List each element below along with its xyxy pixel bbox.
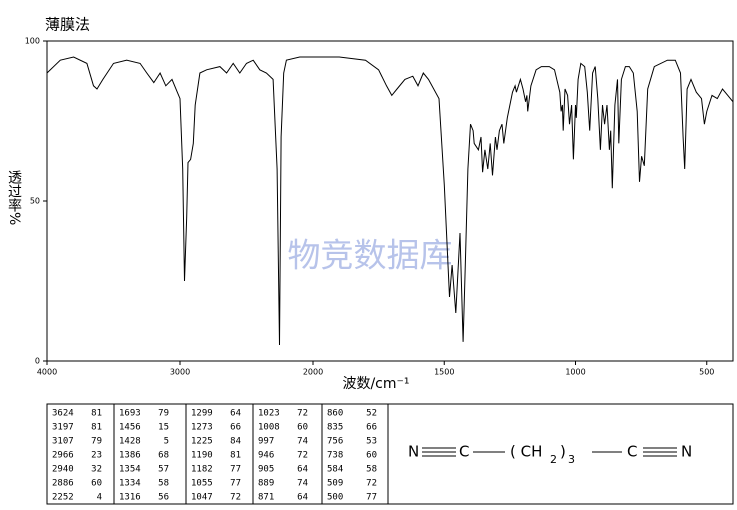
peak-transmittance: 64 [297,465,308,475]
x-tick-label: 4000 [37,368,57,377]
peak-transmittance: 64 [230,409,241,419]
peak-wavenumber: 946 [258,451,274,461]
atom: N [408,443,419,461]
peak-wavenumber: 2966 [52,451,74,461]
peak-wavenumber: 1047 [191,493,213,503]
peak-wavenumber: 1225 [191,437,213,447]
y-tick-label: 0 [35,357,40,366]
peak-transmittance: 72 [230,493,241,503]
peak-transmittance: 74 [297,437,308,447]
y-tick-label: 100 [25,37,40,46]
peak-wavenumber: 835 [327,423,343,433]
peak-wavenumber: 997 [258,437,274,447]
peak-transmittance: 56 [158,493,169,503]
peak-wavenumber: 3107 [52,437,74,447]
peak-transmittance: 74 [297,479,308,489]
peak-transmittance: 66 [366,423,377,433]
peak-wavenumber: 1316 [119,493,141,503]
peak-wavenumber: 1008 [258,423,280,433]
peak-wavenumber: 2940 [52,465,74,475]
peak-transmittance: 23 [91,451,102,461]
peak-transmittance: 64 [297,493,308,503]
x-tick-label: 1500 [434,368,454,377]
atom: C [459,443,469,461]
peak-wavenumber: 584 [327,465,343,475]
peak-transmittance: 32 [91,465,102,475]
peak-transmittance: 53 [366,437,377,447]
x-tick-label: 1000 [565,368,585,377]
peak-transmittance: 72 [366,479,377,489]
peak-transmittance: 58 [158,479,169,489]
peak-wavenumber: 1354 [119,465,141,475]
subscript: 2 [550,453,557,466]
chart-title: 薄膜法 [45,16,90,34]
peak-wavenumber: 509 [327,479,343,489]
watermark: 物竞数据库 [288,236,453,275]
peak-transmittance: 66 [230,423,241,433]
peak-transmittance: 60 [297,423,308,433]
peak-transmittance: 84 [230,437,241,447]
peak-wavenumber: 860 [327,409,343,419]
peak-wavenumber: 1334 [119,479,141,489]
y-axis-label: 透过率% [6,170,22,225]
peak-wavenumber: 500 [327,493,343,503]
x-tick-label: 500 [699,368,714,377]
peak-wavenumber: 3197 [52,423,74,433]
peak-wavenumber: 871 [258,493,274,503]
peak-wavenumber: 738 [327,451,343,461]
atom: N [681,443,692,461]
peak-transmittance: 79 [91,437,102,447]
peak-transmittance: 79 [158,409,169,419]
triple-bond [422,447,456,457]
plot-frame [46,40,734,362]
peak-transmittance: 60 [91,479,102,489]
peak-transmittance: 5 [164,437,169,447]
spectrum-line [46,56,734,346]
x-tick-label: 2000 [303,368,323,377]
peak-wavenumber: 1456 [119,423,141,433]
group: ) [560,443,566,461]
atom: C [627,443,637,461]
subscript: 3 [568,453,575,466]
peak-wavenumber: 1299 [191,409,213,419]
peak-wavenumber: 1055 [191,479,213,489]
peak-wavenumber: 1386 [119,451,141,461]
peak-wavenumber: 1190 [191,451,213,461]
peak-transmittance: 52 [366,409,377,419]
peak-transmittance: 60 [366,451,377,461]
peak-wavenumber: 1693 [119,409,141,419]
peak-transmittance: 68 [158,451,169,461]
peak-wavenumber: 905 [258,465,274,475]
peak-wavenumber: 1023 [258,409,280,419]
peak-transmittance: 77 [230,465,241,475]
peak-wavenumber: 2252 [52,493,74,503]
peak-transmittance: 77 [366,493,377,503]
peak-wavenumber: 1182 [191,465,213,475]
table-frame [46,403,734,505]
triple-bond [643,447,677,457]
peak-wavenumber: 889 [258,479,274,489]
x-tick-label: 3000 [170,368,190,377]
peak-transmittance: 58 [366,465,377,475]
group: ( CH [510,443,542,461]
peak-wavenumber: 1428 [119,437,141,447]
peak-wavenumber: 756 [327,437,343,447]
peak-wavenumber: 2886 [52,479,74,489]
peak-transmittance: 81 [230,451,241,461]
peak-transmittance: 77 [230,479,241,489]
peak-transmittance: 4 [97,493,102,503]
peak-transmittance: 72 [297,409,308,419]
peak-transmittance: 81 [91,423,102,433]
peak-transmittance: 72 [297,451,308,461]
peak-transmittance: 57 [158,465,169,475]
x-axis-label: 波数/cm⁻¹ [342,376,409,392]
y-tick-label: 50 [30,197,40,206]
peak-transmittance: 15 [158,423,169,433]
peak-wavenumber: 3624 [52,409,74,419]
peak-transmittance: 81 [91,409,102,419]
peak-wavenumber: 1273 [191,423,213,433]
table-dividers [113,404,389,504]
structure: N C ( CH 2 ) 3 C N [408,443,692,467]
